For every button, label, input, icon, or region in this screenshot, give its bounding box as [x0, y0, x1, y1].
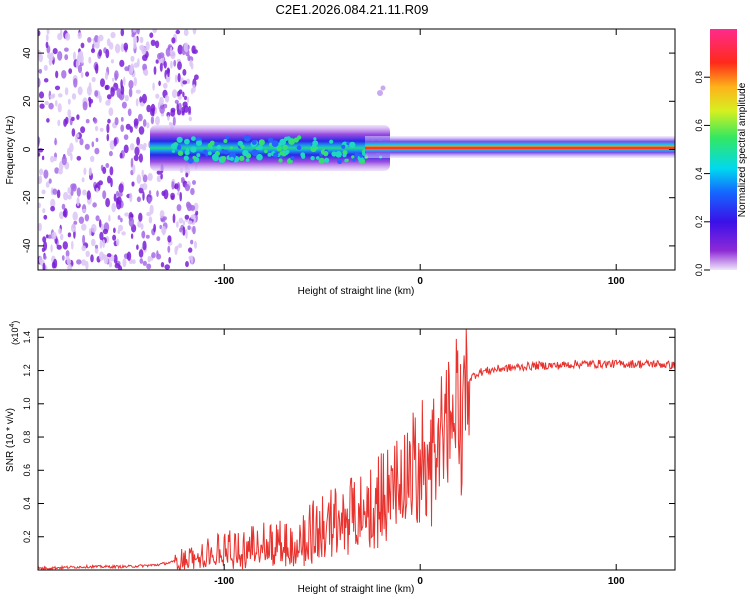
spectrogram-y-label: Frequency (Hz)	[5, 116, 16, 185]
spectrogram-x-label: Height of straight line (km)	[298, 286, 415, 297]
snr-x-ticks: -100 0 100	[214, 329, 625, 587]
colorbar-tick-label: 0.8	[694, 71, 704, 84]
colorbar: 0.0 0.2 0.4 0.6 0.8 Normalized spectral ampl…	[694, 29, 748, 276]
snr-scale-suffix: )	[10, 321, 20, 324]
spectrogram-band-wide	[150, 125, 390, 171]
spectrogram-panel: -100 0 100 -40 -20 0 20 40 Height of straight …	[5, 28, 676, 297]
snr-y-tick-label: 0.4	[22, 497, 32, 510]
spectrogram-x-ticks: -100 0 100	[214, 29, 625, 287]
spectrogram-y-tick-label: -40	[22, 238, 33, 253]
snr-x-tick-label: 0	[417, 576, 423, 587]
spectrogram-y-tick-label: -20	[22, 190, 33, 205]
snr-x-tick-label: 100	[608, 576, 625, 587]
snr-y-tick-label: 1.2	[22, 364, 32, 377]
spectrogram-artifact	[380, 85, 386, 91]
colorbar-label: Normalized spectral amplitude	[737, 82, 748, 217]
snr-scale-exponent: 4	[9, 323, 16, 327]
spectrogram-y-tick-label: 20	[22, 95, 33, 107]
colorbar-tick-label: 0.4	[694, 167, 704, 180]
spectrogram-x-tick-label: 0	[417, 276, 423, 287]
snr-y-label: SNR (10 * v/v)	[5, 408, 16, 472]
spectrogram-y-tick-label: 0	[22, 146, 33, 152]
colorbar-tick-label: 0.0	[694, 264, 704, 277]
colorbar-ticks: 0.0 0.2 0.4 0.6 0.8	[694, 71, 710, 276]
snr-panel: -100 0 100 0.2 0.4 0.6 0.8 1.0 1.2 1.4 Height of…	[5, 321, 676, 595]
spectrogram-y-tick-label: 40	[22, 47, 33, 59]
spectrogram-image	[38, 29, 675, 270]
snr-y-tick-label: 0.8	[22, 431, 32, 444]
spectrogram-x-tick-label: -100	[214, 276, 234, 287]
snr-scale-prefix: (x10	[10, 327, 20, 345]
snr-y-tick-label: 1.4	[22, 331, 32, 344]
snr-x-tick-label: -100	[214, 576, 234, 587]
snr-frame	[37, 328, 676, 571]
colorbar-tick-label: 0.2	[694, 216, 704, 229]
spectrogram-y-ticks: -40 -20 0 20 40	[22, 47, 675, 253]
spectrogram-x-tick-label: 100	[608, 276, 625, 287]
snr-y-tick-label: 0.6	[22, 464, 32, 477]
colorbar-gradient	[710, 29, 737, 270]
colorbar-tick-label: 0.6	[694, 119, 704, 132]
snr-y-ticks: 0.2 0.4 0.6 0.8 1.0 1.2 1.4	[22, 331, 675, 543]
figure-title: C2E1.2026.084.21.11.R09	[276, 2, 429, 17]
snr-y-tick-label: 0.2	[22, 531, 32, 544]
snr-scale-label: (x104)	[9, 321, 20, 345]
snr-x-label: Height of straight line (km)	[298, 584, 415, 595]
snr-y-tick-label: 1.0	[22, 398, 32, 411]
spectrogram-artifact	[377, 90, 383, 96]
spectrogram-noise-region	[38, 29, 199, 270]
snr-series-line	[38, 329, 675, 570]
svg-text:(x104): (x104)	[9, 321, 20, 345]
